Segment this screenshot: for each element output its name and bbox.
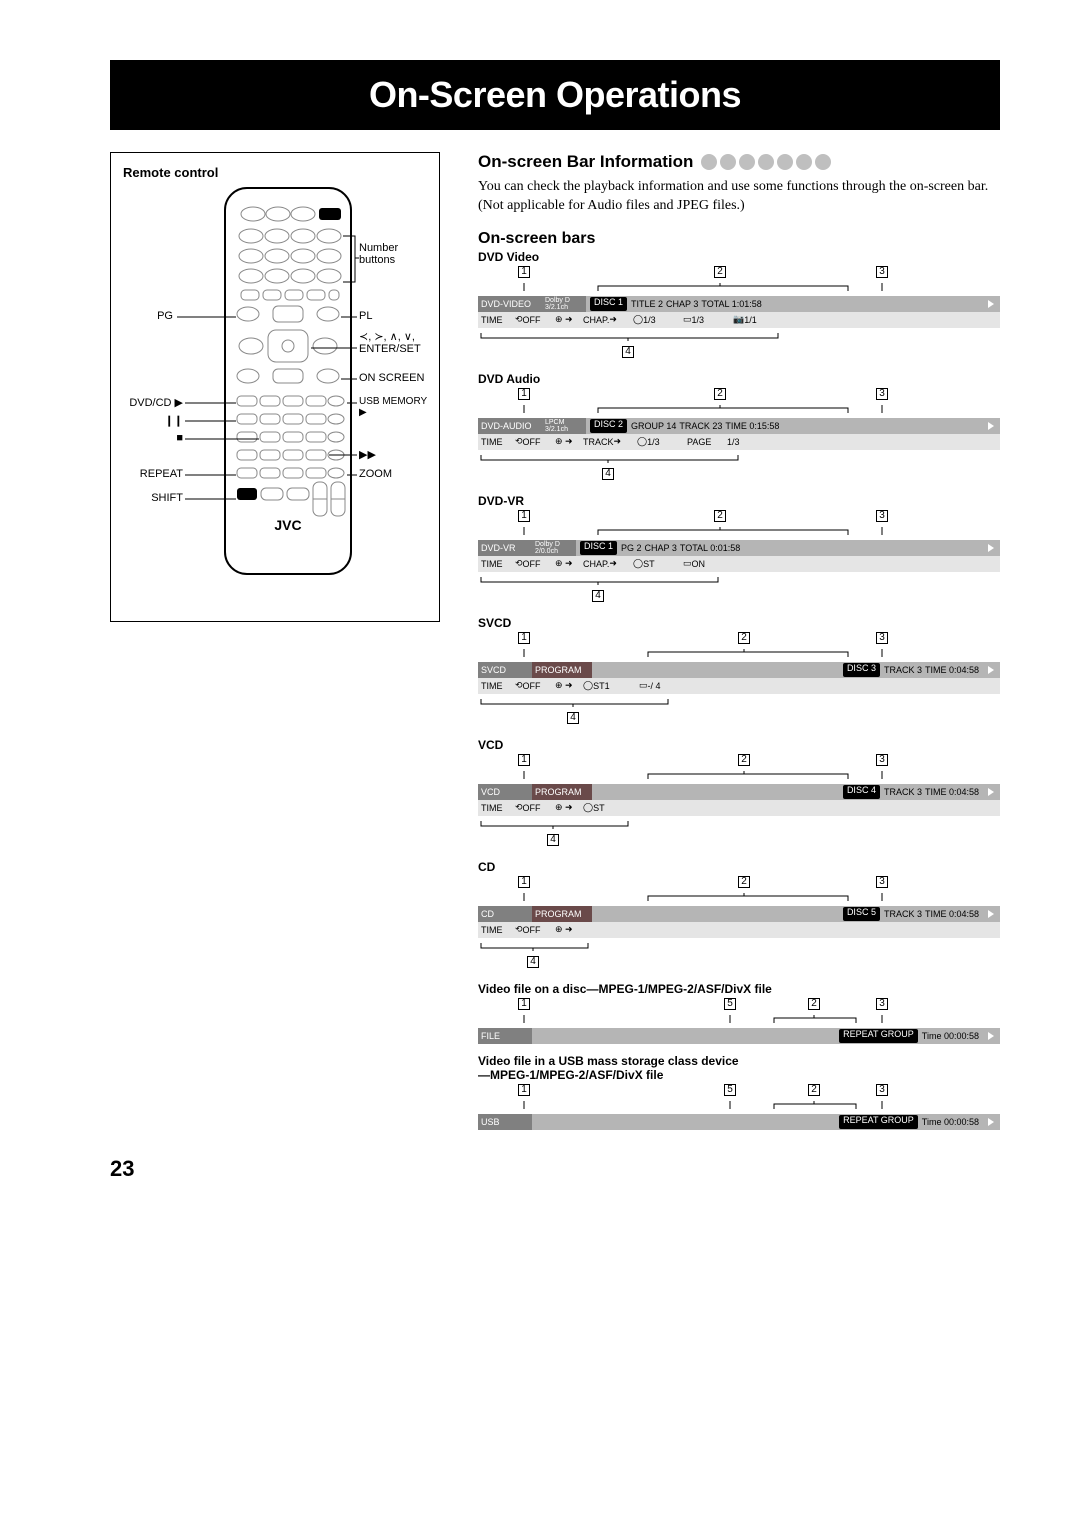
- bar-row-1: DVD-VIDEO Dolby D 3/2.1ch DISC 1 TITLE 2…: [478, 296, 1000, 312]
- bar-title: DVD-VR: [478, 494, 1000, 508]
- ref-5: 5: [724, 998, 736, 1010]
- label-usb: USB MEMORY ▶: [359, 396, 429, 418]
- label-number-buttons: Number buttons: [359, 242, 398, 266]
- label-zoom: ZOOM: [359, 468, 392, 480]
- label-stop: ■: [123, 432, 183, 444]
- bar-row-2: TIME ⟲ OFF ⊕ ➜ CHAP. ➜ ◯ 1/3 ▭ 1/3 📷 1/1: [478, 312, 1000, 328]
- ref-3: 3: [876, 266, 888, 278]
- bar-file-disc: Video file on a disc—MPEG-1/MPEG-2/ASF/D…: [478, 982, 1000, 1044]
- brand-logo: JVC: [274, 517, 301, 533]
- label-arrows: ≺, ≻, ∧, ∨, ENTER/SET: [359, 330, 421, 355]
- remote-heading: Remote control: [123, 165, 429, 180]
- intro-text: You can check the playback information a…: [478, 178, 1000, 216]
- section-title: On-screen Bar Information: [478, 152, 693, 172]
- bar-title: SVCD: [478, 616, 1000, 630]
- section-header: On-screen Bar Information: [478, 152, 1000, 172]
- play-icon: [988, 1118, 994, 1126]
- bar-cd: CD 1 2 3 CD PROGRAM DISC 5 TRACK 3 TIME …: [478, 860, 1000, 972]
- subsection-heading: On-screen bars: [478, 230, 1000, 248]
- bar-title: DVD Audio: [478, 372, 1000, 386]
- ref-2: 2: [714, 266, 726, 278]
- play-icon: [988, 666, 994, 674]
- label-shift: SHIFT: [123, 492, 183, 504]
- decoration-dots: [701, 154, 831, 170]
- bar-title: VCD: [478, 738, 1000, 752]
- page-title: On-Screen Operations: [126, 74, 984, 116]
- bar-file-usb: Video file in a USB mass storage class d…: [478, 1054, 1000, 1130]
- label-ff: ▶▶: [359, 448, 376, 461]
- bar-title: DVD Video: [478, 250, 1000, 264]
- bar-title: Video file on a disc—MPEG-1/MPEG-2/ASF/D…: [478, 982, 1000, 996]
- play-icon: [988, 544, 994, 552]
- play-icon: [988, 910, 994, 918]
- remote-svg: JVC: [223, 186, 353, 576]
- label-pause: ❙❙: [123, 414, 183, 427]
- page-title-bar: On-Screen Operations: [110, 60, 1000, 130]
- page-number: 23: [110, 1156, 1000, 1182]
- ref-4: 4: [622, 346, 634, 358]
- bar-dvd-video: DVD Video 1 2 3 DVD-VIDEO Dolby D 3/2.1c…: [478, 250, 1000, 362]
- bar-title: Video file in a USB mass storage class d…: [478, 1054, 1000, 1082]
- label-pg: PG: [123, 310, 173, 322]
- bar-dvd-vr: DVD-VR 1 2 3 DVD-VR Dolby D 2/0.0ch DISC…: [478, 494, 1000, 606]
- label-repeat: REPEAT: [123, 468, 183, 480]
- bar-svcd: SVCD 1 2 3 SVCD PROGRAM DISC 3 TRACK 3 T…: [478, 616, 1000, 728]
- label-pl: PL: [359, 310, 372, 322]
- play-icon: [988, 300, 994, 308]
- play-icon: [988, 788, 994, 796]
- bar-vcd: VCD 1 2 3 VCD PROGRAM DISC 4 TRACK 3 TIM…: [478, 738, 1000, 850]
- remote-control-panel: Remote control: [110, 152, 440, 622]
- bar-title: CD: [478, 860, 1000, 874]
- manual-page: On-Screen Operations Remote control: [0, 0, 1080, 1222]
- play-icon: [988, 1032, 994, 1040]
- label-onscreen: ON SCREEN: [359, 372, 424, 384]
- bar-dvd-audio: DVD Audio 1 2 3 DVD-AUDIO LPCM 3/2.1ch D…: [478, 372, 1000, 484]
- label-dvdcd: DVD/CD ▶: [123, 396, 183, 409]
- ref-1: 1: [518, 266, 530, 278]
- play-icon: [988, 422, 994, 430]
